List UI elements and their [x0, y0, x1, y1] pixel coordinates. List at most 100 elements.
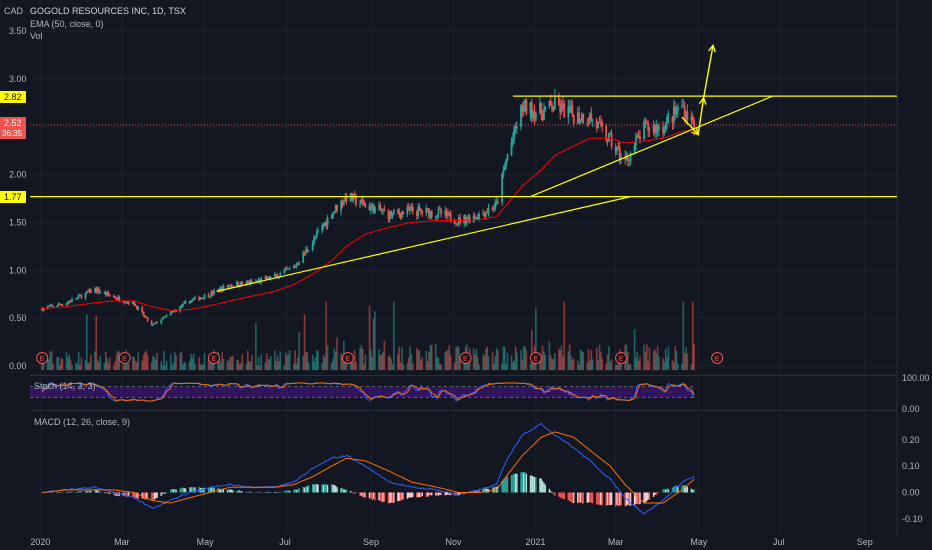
macd-histogram-bar [562, 492, 564, 499]
volume-bar [579, 349, 582, 370]
volume-legend[interactable]: Vol [30, 31, 43, 41]
candle-body [75, 298, 77, 300]
volume-bar [154, 359, 157, 370]
volume-bar [501, 363, 503, 370]
candle-body [391, 212, 394, 217]
candle-body [322, 225, 325, 227]
macd-histogram-bar [76, 491, 79, 493]
volume-bar [549, 355, 552, 370]
volume-bar [144, 352, 146, 370]
macd-histogram-bar [155, 492, 157, 499]
candle-body [667, 116, 670, 118]
macd-histogram-bar [188, 487, 191, 493]
candle-body [625, 156, 628, 160]
volume-bar [307, 362, 310, 370]
earnings-marker [615, 352, 628, 364]
macd-histogram-bar [658, 492, 660, 494]
candle-body [494, 202, 497, 209]
candle-body [134, 305, 137, 307]
candle-body [76, 297, 79, 299]
candle-body [332, 212, 334, 218]
candle-body [48, 306, 50, 308]
volume-bar [411, 363, 414, 370]
macd-histogram-bar [57, 492, 60, 493]
candle-body [448, 212, 451, 214]
macd-histogram-bar [133, 492, 135, 498]
macd-histogram-bar [609, 492, 611, 505]
candle-body [429, 210, 432, 218]
macd-histogram-bar [401, 492, 403, 500]
earnings-marker [341, 352, 354, 364]
candle-body [472, 215, 475, 223]
volume-bar [260, 354, 263, 370]
macd-histogram-bar [458, 492, 460, 496]
candle-body [484, 212, 487, 217]
volume-bar [188, 360, 191, 370]
candle-body [397, 209, 399, 213]
volume-bar [175, 355, 177, 370]
macd-histogram-bar [151, 492, 153, 500]
macd-histogram-bar [456, 492, 459, 496]
volume-bar [98, 362, 100, 370]
currency-label: CAD [4, 6, 24, 16]
volume-bar [407, 357, 410, 370]
macd-histogram-bar [334, 485, 337, 493]
macd-histogram-bar [675, 485, 678, 493]
macd-histogram-bar [685, 486, 687, 493]
volume-bar [240, 362, 242, 370]
candle-body [57, 303, 60, 306]
macd-histogram-bar [455, 492, 457, 496]
volume-bar [321, 363, 323, 370]
macd-histogram-bar [270, 491, 272, 493]
candle-body [690, 116, 693, 121]
volume-bar [398, 346, 401, 370]
macd-histogram-bar [477, 490, 479, 493]
volume-bar [576, 360, 579, 370]
volume-bar [68, 354, 71, 370]
volume-bar [194, 363, 196, 370]
macd-histogram-bar [220, 488, 222, 493]
candle-body [161, 317, 164, 321]
macd-histogram-bar [379, 492, 382, 501]
volume-bar [334, 351, 337, 370]
volume-bar [232, 355, 234, 370]
macd-histogram-bar [229, 489, 231, 493]
macd-histogram-bar [600, 492, 602, 505]
macd-histogram-bar [106, 492, 108, 493]
macd-histogram-bar [316, 484, 318, 493]
volume-bar [493, 363, 495, 370]
candle-body [52, 305, 54, 307]
candle-body [156, 322, 159, 324]
volume-bar [363, 364, 365, 370]
macd-histogram-bar [463, 492, 465, 494]
candle-body [551, 105, 553, 111]
candle-body [321, 225, 324, 232]
candle-body [169, 312, 172, 315]
candle-body [681, 106, 683, 108]
macd-histogram-bar [606, 492, 609, 506]
candle-body [539, 103, 541, 113]
symbol-title[interactable]: GOGOLD RESOURCES INC, 1D, TSX [30, 6, 186, 16]
candle-body [372, 204, 375, 214]
candle-body [502, 170, 505, 175]
macd-histogram-bar [501, 480, 503, 493]
macd-histogram-bar [268, 492, 271, 493]
arrowhead [691, 127, 700, 136]
macd-histogram-bar [486, 488, 488, 493]
ema-legend[interactable]: EMA (50, close, 0) [30, 19, 104, 29]
candle-body [352, 194, 355, 202]
volume-bar [198, 357, 200, 370]
candle-body [672, 106, 675, 123]
volume-bar [164, 365, 167, 370]
candle-body [77, 295, 80, 298]
macd-histogram-bar [259, 492, 261, 493]
candle-body [639, 136, 641, 140]
volume-bar [241, 353, 244, 370]
volume-bar [311, 354, 314, 370]
volume-bar [86, 314, 88, 370]
macd-histogram-bar [521, 471, 524, 493]
candle-body [647, 122, 650, 131]
macd-histogram-bar [86, 491, 88, 493]
candle-body [428, 208, 430, 218]
